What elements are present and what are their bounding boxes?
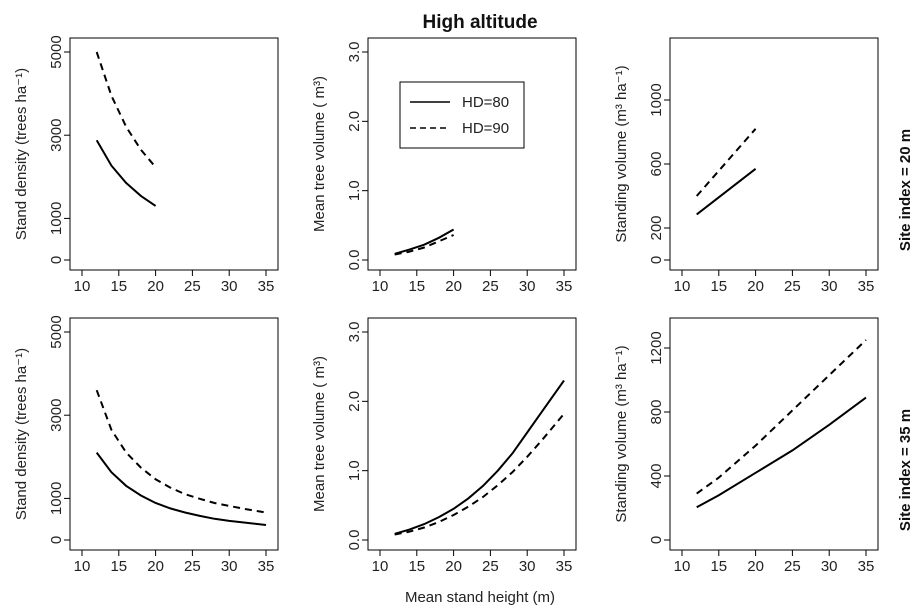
series-line-hd-90 [394, 413, 565, 536]
y-tick-label: 0 [48, 536, 65, 544]
y-tick-label: 1.0 [346, 460, 363, 481]
y-tick-label: 5000 [48, 315, 65, 348]
x-tick-label: 30 [221, 278, 238, 295]
y-tick-label: 0.0 [346, 530, 363, 551]
figure-title: High altitude [422, 12, 537, 33]
plot-frame [367, 37, 577, 271]
x-tick-label: 30 [821, 278, 838, 295]
legend-label: HD=80 [462, 94, 509, 111]
x-tick-label: 10 [372, 558, 389, 575]
x-tick-label: 20 [147, 278, 164, 295]
x-tick-label: 20 [147, 558, 164, 575]
series-line-hd-80 [696, 168, 757, 216]
y-tick-label: 3000 [48, 119, 65, 152]
y-tick-label: 800 [648, 399, 665, 424]
x-tick-label: 35 [858, 558, 875, 575]
y-tick-label: 600 [648, 151, 665, 176]
y-axis-label: Standing volume (m³ ha⁻¹) [613, 65, 630, 242]
x-tick-label: 20 [445, 278, 462, 295]
y-axis-label: Mean tree volume ( m³) [311, 356, 328, 512]
plot-frame [367, 317, 577, 551]
plot-frame [669, 37, 879, 271]
y-tick-label: 0 [48, 256, 65, 264]
x-tick-label: 15 [710, 278, 727, 295]
x-tick-label: 25 [784, 278, 801, 295]
plot-frame [69, 37, 279, 271]
y-tick-label: 1000 [648, 83, 665, 116]
x-tick-label: 35 [258, 278, 275, 295]
y-tick-label: 2.0 [346, 391, 363, 412]
x-tick-label: 30 [519, 558, 536, 575]
x-tick-label: 10 [372, 278, 389, 295]
x-tick-label: 15 [408, 278, 425, 295]
x-tick-label: 25 [482, 558, 499, 575]
y-tick-label: 1.0 [346, 180, 363, 201]
y-tick-label: 2.0 [346, 111, 363, 132]
x-tick-label: 35 [258, 558, 275, 575]
x-axis-label: Mean stand height (m) [405, 589, 555, 606]
panel-0-0: 10 15 20 25 30 35 0 1000 3000 5000 Stand density (… [13, 35, 279, 295]
series-line-hd-90 [95, 389, 267, 514]
legend-label: HD=90 [462, 120, 509, 137]
y-tick-label: 0 [648, 536, 665, 544]
x-tick-label: 30 [519, 278, 536, 295]
x-tick-label: 20 [445, 558, 462, 575]
series-line-hd-90 [695, 128, 757, 197]
y-tick-label: 3.0 [346, 42, 363, 63]
y-tick-label: 0.0 [346, 250, 363, 271]
row-label-site-20: Site index = 20 m [897, 129, 912, 251]
x-tick-label: 25 [784, 558, 801, 575]
y-tick-label: 200 [648, 215, 665, 240]
x-tick-label: 25 [482, 278, 499, 295]
panel-0-1: 10 15 20 25 30 35 0.0 1.0 2.0 3.0 Mean tree volume… [311, 37, 577, 295]
x-tick-label: 15 [408, 558, 425, 575]
series-line-hd-90 [95, 51, 157, 168]
series-line-hd-80 [696, 396, 867, 509]
y-axis-label: Mean tree volume ( m³) [311, 76, 328, 232]
y-tick-label: 1000 [48, 202, 65, 235]
panel-1-2: 10 15 20 25 30 35 0 400 800 1200 Standing volume (… [613, 317, 879, 575]
x-tick-label: 30 [221, 558, 238, 575]
row-label-site-35: Site index = 35 m [897, 409, 912, 531]
series-line-hd-80 [394, 228, 455, 255]
plot-frame [69, 317, 279, 551]
x-tick-label: 10 [674, 558, 691, 575]
x-tick-label: 15 [110, 278, 127, 295]
x-tick-label: 30 [821, 558, 838, 575]
x-tick-label: 15 [110, 558, 127, 575]
y-axis-label: Standing volume (m³ ha⁻¹) [613, 345, 630, 522]
x-tick-label: 10 [74, 558, 91, 575]
x-tick-label: 35 [858, 278, 875, 295]
y-tick-label: 1000 [48, 482, 65, 515]
legend-box [399, 81, 525, 149]
y-tick-label: 3.0 [346, 322, 363, 343]
series-line-hd-90 [696, 339, 867, 495]
series-line-hd-80 [394, 379, 565, 535]
x-tick-label: 20 [747, 278, 764, 295]
panel-0-2: 10 15 20 25 30 35 0 200 600 1000 Standing volume (… [613, 37, 879, 295]
x-tick-label: 10 [674, 278, 691, 295]
x-tick-label: 25 [184, 278, 201, 295]
x-tick-label: 35 [556, 278, 573, 295]
panel-1-0: 10 15 20 25 30 35 0 1000 3000 5000 Stand density (… [13, 315, 279, 575]
y-tick-label: 400 [648, 463, 665, 488]
y-tick-label: 3000 [48, 399, 65, 432]
series-line-hd-80 [95, 139, 157, 207]
x-tick-label: 25 [184, 558, 201, 575]
y-tick-label: 0 [648, 256, 665, 264]
series-line-hd-90 [394, 234, 454, 256]
y-axis-label: Stand density (trees ha⁻¹) [13, 348, 30, 520]
plot-frame [669, 317, 879, 551]
x-tick-label: 35 [556, 558, 573, 575]
x-tick-label: 20 [747, 558, 764, 575]
panel-1-1: 10 15 20 25 30 35 0.0 1.0 2.0 3.0 Mean tree volume… [311, 317, 577, 575]
y-tick-label: 5000 [48, 35, 65, 68]
series-line-hd-80 [95, 452, 267, 526]
x-tick-label: 15 [710, 558, 727, 575]
y-axis-label: Stand density (trees ha⁻¹) [13, 68, 30, 240]
x-tick-label: 10 [74, 278, 91, 295]
y-tick-label: 1200 [648, 331, 665, 364]
